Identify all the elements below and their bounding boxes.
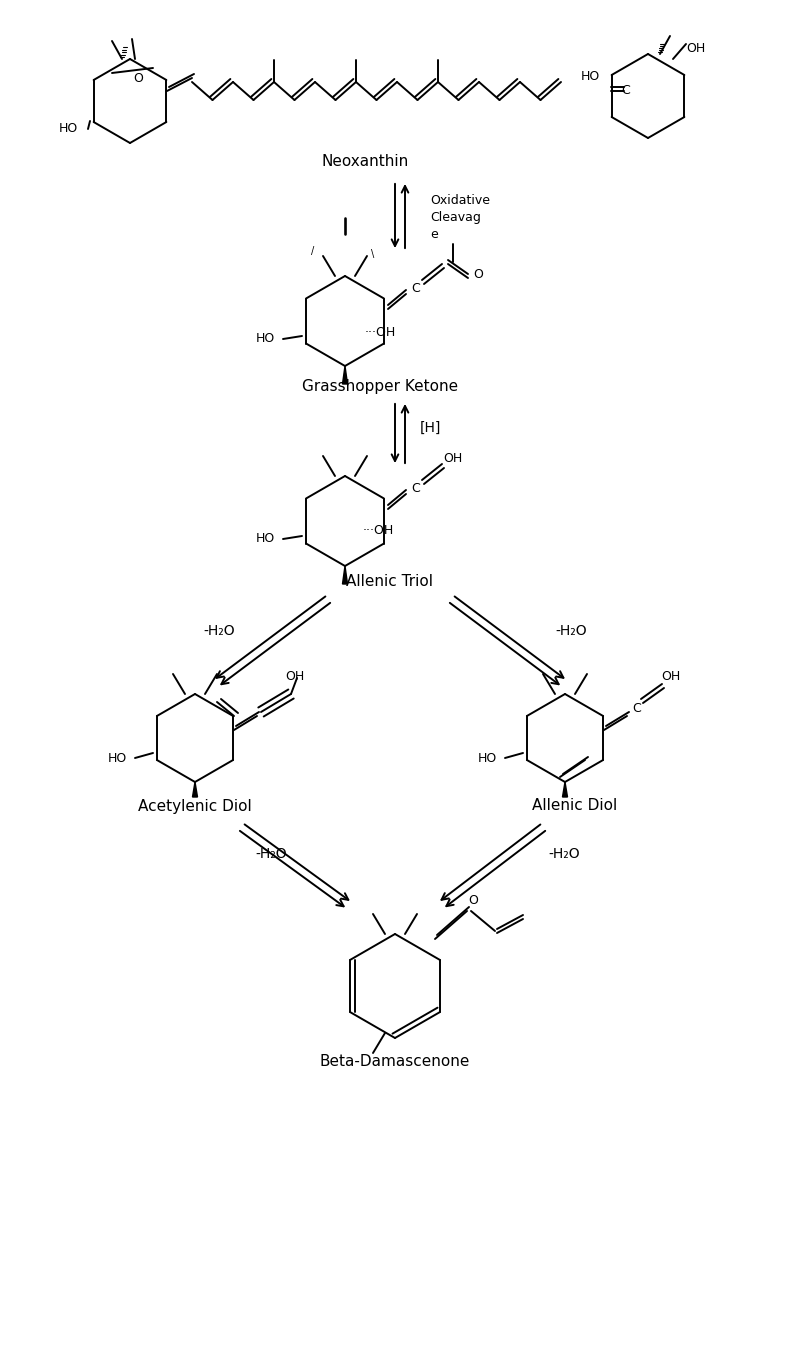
Text: ···OH: ···OH [365,327,396,339]
Text: OH: OH [662,670,681,682]
Text: Neoxanthin: Neoxanthin [322,153,409,168]
Text: OH: OH [443,452,462,465]
Text: OH: OH [286,670,305,682]
Text: Allenic Triol: Allenic Triol [346,574,434,589]
Text: HO: HO [580,69,600,83]
Text: C: C [633,701,642,715]
Text: Allenic Diol: Allenic Diol [532,799,618,814]
Text: -H₂O: -H₂O [203,624,235,639]
Text: Grasshopper Ketone: Grasshopper Ketone [302,378,458,393]
Text: HO: HO [255,533,274,545]
Text: C: C [622,84,630,98]
Text: OH: OH [686,42,706,56]
Text: Beta-Damascenone: Beta-Damascenone [320,1054,470,1069]
Text: HO: HO [255,332,274,346]
Text: HO: HO [478,751,497,765]
Text: e: e [430,229,438,241]
Text: [H]: [H] [420,420,442,435]
Text: HO: HO [107,751,126,765]
Polygon shape [562,782,567,797]
Text: /: / [311,245,314,256]
Text: HO: HO [58,122,78,136]
Text: C: C [412,483,420,495]
Text: O: O [473,267,483,281]
Text: \: \ [371,250,374,259]
Polygon shape [342,565,347,584]
Text: Oxidative: Oxidative [430,194,490,207]
Text: Acetylenic Diol: Acetylenic Diol [138,799,252,814]
Text: O: O [133,72,143,85]
Polygon shape [193,782,198,797]
Polygon shape [342,366,347,384]
Text: O: O [468,895,478,907]
Text: -H₂O: -H₂O [555,624,586,639]
Text: Cleavag: Cleavag [430,212,481,225]
Text: -H₂O: -H₂O [255,848,286,861]
Text: -H₂O: -H₂O [548,848,580,861]
Text: ···OH: ···OH [363,525,394,537]
Text: C: C [412,282,420,296]
